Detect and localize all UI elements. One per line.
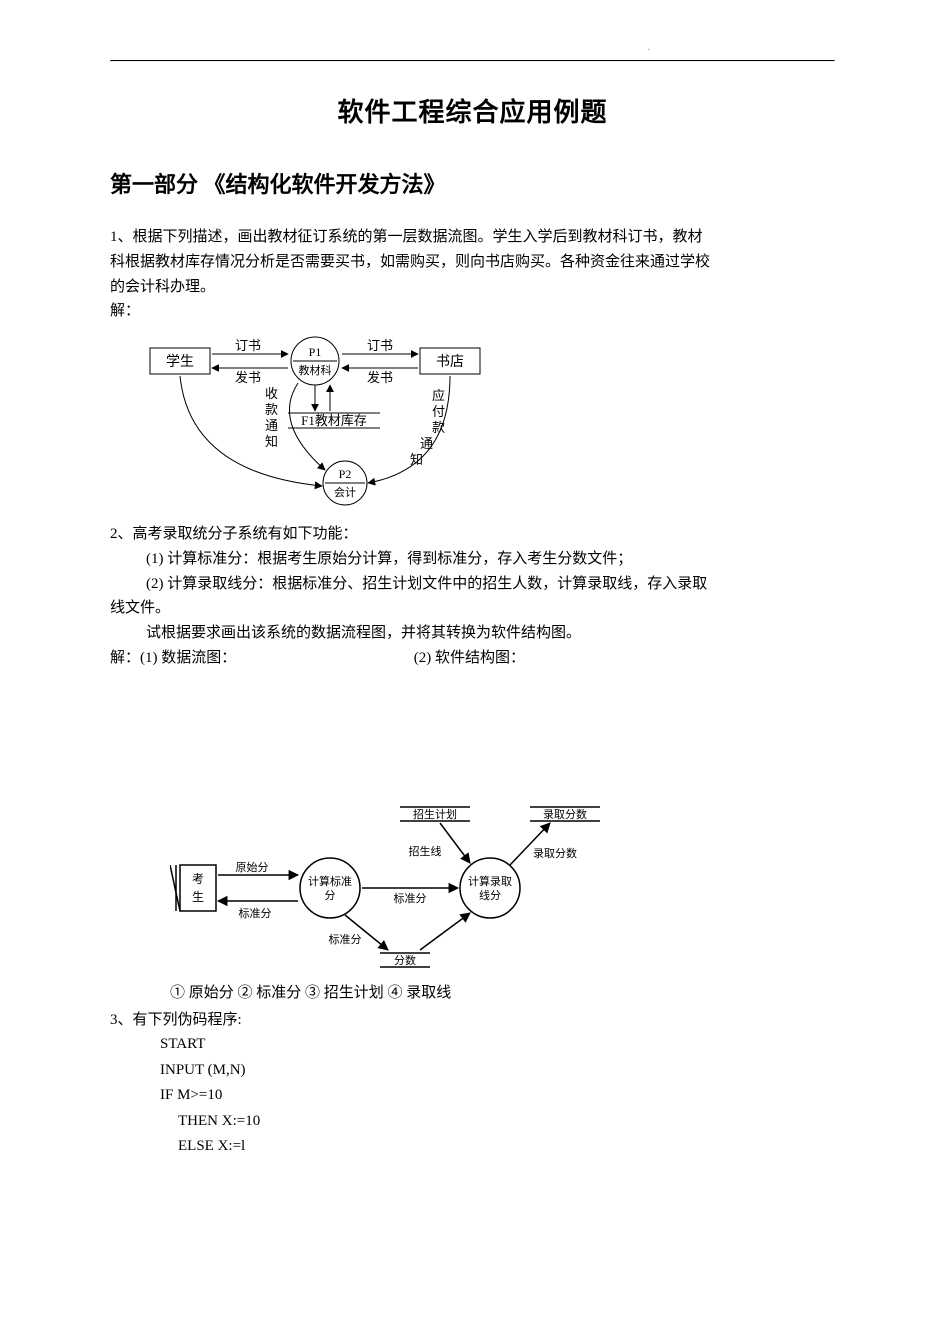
q2-line3: (2) 计算录取线分：根据标准分、招生计划文件中的招生人数，计算录取线，存入录取 [110,572,835,597]
q2-solve-right: (2) 软件结构图： [414,650,525,666]
p2b: 线分 [479,888,501,902]
order-l: 订书 [235,338,261,353]
ds2: 分数 [394,954,416,967]
p2a: 计算录取 [468,874,512,888]
p2c [460,858,520,918]
section-1-title: 第一部分 《结构化软件开发方法》 [110,167,835,199]
horizontal-rule [110,60,835,62]
q2-line2: (1) 计算标准分：根据考生原始分计算，得到标准分，存入考生分数文件； [110,547,835,572]
q1-line2: 科根据教材库存情况分析是否需要买书，如需购买，则向书店购买。各种资金往来通过学校 [110,250,835,275]
dfd-svg: 学生 书店 P1 教材科 订书 发书 订书 发书 F1教材库存 [130,328,550,518]
q2-diagram: 考 生 计算标准 分 原始分 标准分 计算录取 线分 标准分 招生计划 招生线 [170,795,835,975]
code-if: IF M>=10 [160,1083,835,1109]
std2: 标准分 [394,891,427,905]
plan-mid: 招生线 [409,844,442,858]
order-r: 订书 [367,338,393,353]
q2-caption: ① 原始分 ② 标准分 ③ 招生计划 ④ 录取线 [170,981,835,1002]
src-1: 考 [192,872,204,886]
corner-mark: . [648,42,651,53]
raw: 原始分 [236,860,269,874]
left-vert: 收 款 通 知 [265,386,281,449]
bookstore-label: 书店 [436,354,464,370]
issue-l: 发书 [235,370,261,385]
issue-r: 发书 [367,370,393,385]
student-label: 学生 [166,354,194,370]
score-top: 录取分数 [543,808,587,821]
q2-line5: 试根据要求画出该系统的数据流程图，并将其转换为软件结构图。 [110,621,835,646]
code-input: INPUT (M,N) [160,1058,835,1084]
code-else: ELSE X:=l [178,1134,835,1160]
score-mid: 录取分数 [533,847,577,860]
std-down: 标准分 [329,932,362,946]
q1-line1: 1、根据下列描述，画出教材征订系统的第一层数据流图。学生入学后到教材科订书，教材 [110,225,835,250]
q3-line1: 3、有下列伪码程序: [110,1008,835,1033]
code-then: THEN X:=10 [178,1109,835,1135]
pseudocode: START INPUT (M,N) IF M>=10 THEN X:=10 EL… [160,1032,835,1160]
std-back: 标准分 [239,906,272,920]
q1-line3: 的会计科办理。 [110,275,835,300]
code-start: START [160,1032,835,1058]
q2-line1: 2、高考录取统分子系统有如下功能： [110,522,835,547]
plan-top: 招生计划 [413,807,457,821]
p1-top: P1 [309,345,322,359]
dfd2-svg: 考 生 计算标准 分 原始分 标准分 计算录取 线分 标准分 招生计划 招生线 [170,795,640,975]
p2-bot: 会计 [334,486,356,499]
spacer [110,671,835,791]
ds-label: F1教材库存 [301,413,367,428]
page-title: 软件工程综合应用例题 [110,92,835,129]
q2-solve: 解：(1) 数据流图： (2) 软件结构图： [110,646,835,671]
p1c [300,858,360,918]
q1-diagram: 学生 书店 P1 教材科 订书 发书 订书 发书 F1教材库存 [130,328,835,518]
q1-solve: 解： [110,299,835,324]
p1-bot: 教材科 [299,363,332,377]
q2-solve-left: 解：(1) 数据流图： [110,650,236,666]
right-vert: 应 付 款 通 知 [410,388,448,467]
p2-top: P2 [339,467,352,481]
p1a: 计算标准 [308,874,352,888]
q2-line4: 线文件。 [110,596,835,621]
src-2: 生 [192,890,204,904]
p1b: 分 [325,889,336,902]
